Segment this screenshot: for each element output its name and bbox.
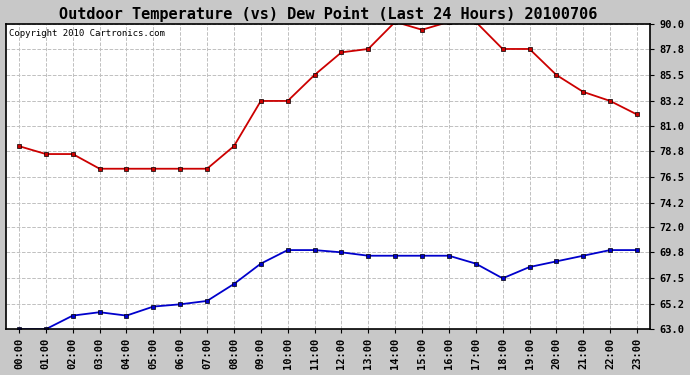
Title: Outdoor Temperature (vs) Dew Point (Last 24 Hours) 20100706: Outdoor Temperature (vs) Dew Point (Last…: [59, 6, 597, 21]
Text: Copyright 2010 Cartronics.com: Copyright 2010 Cartronics.com: [9, 28, 165, 38]
